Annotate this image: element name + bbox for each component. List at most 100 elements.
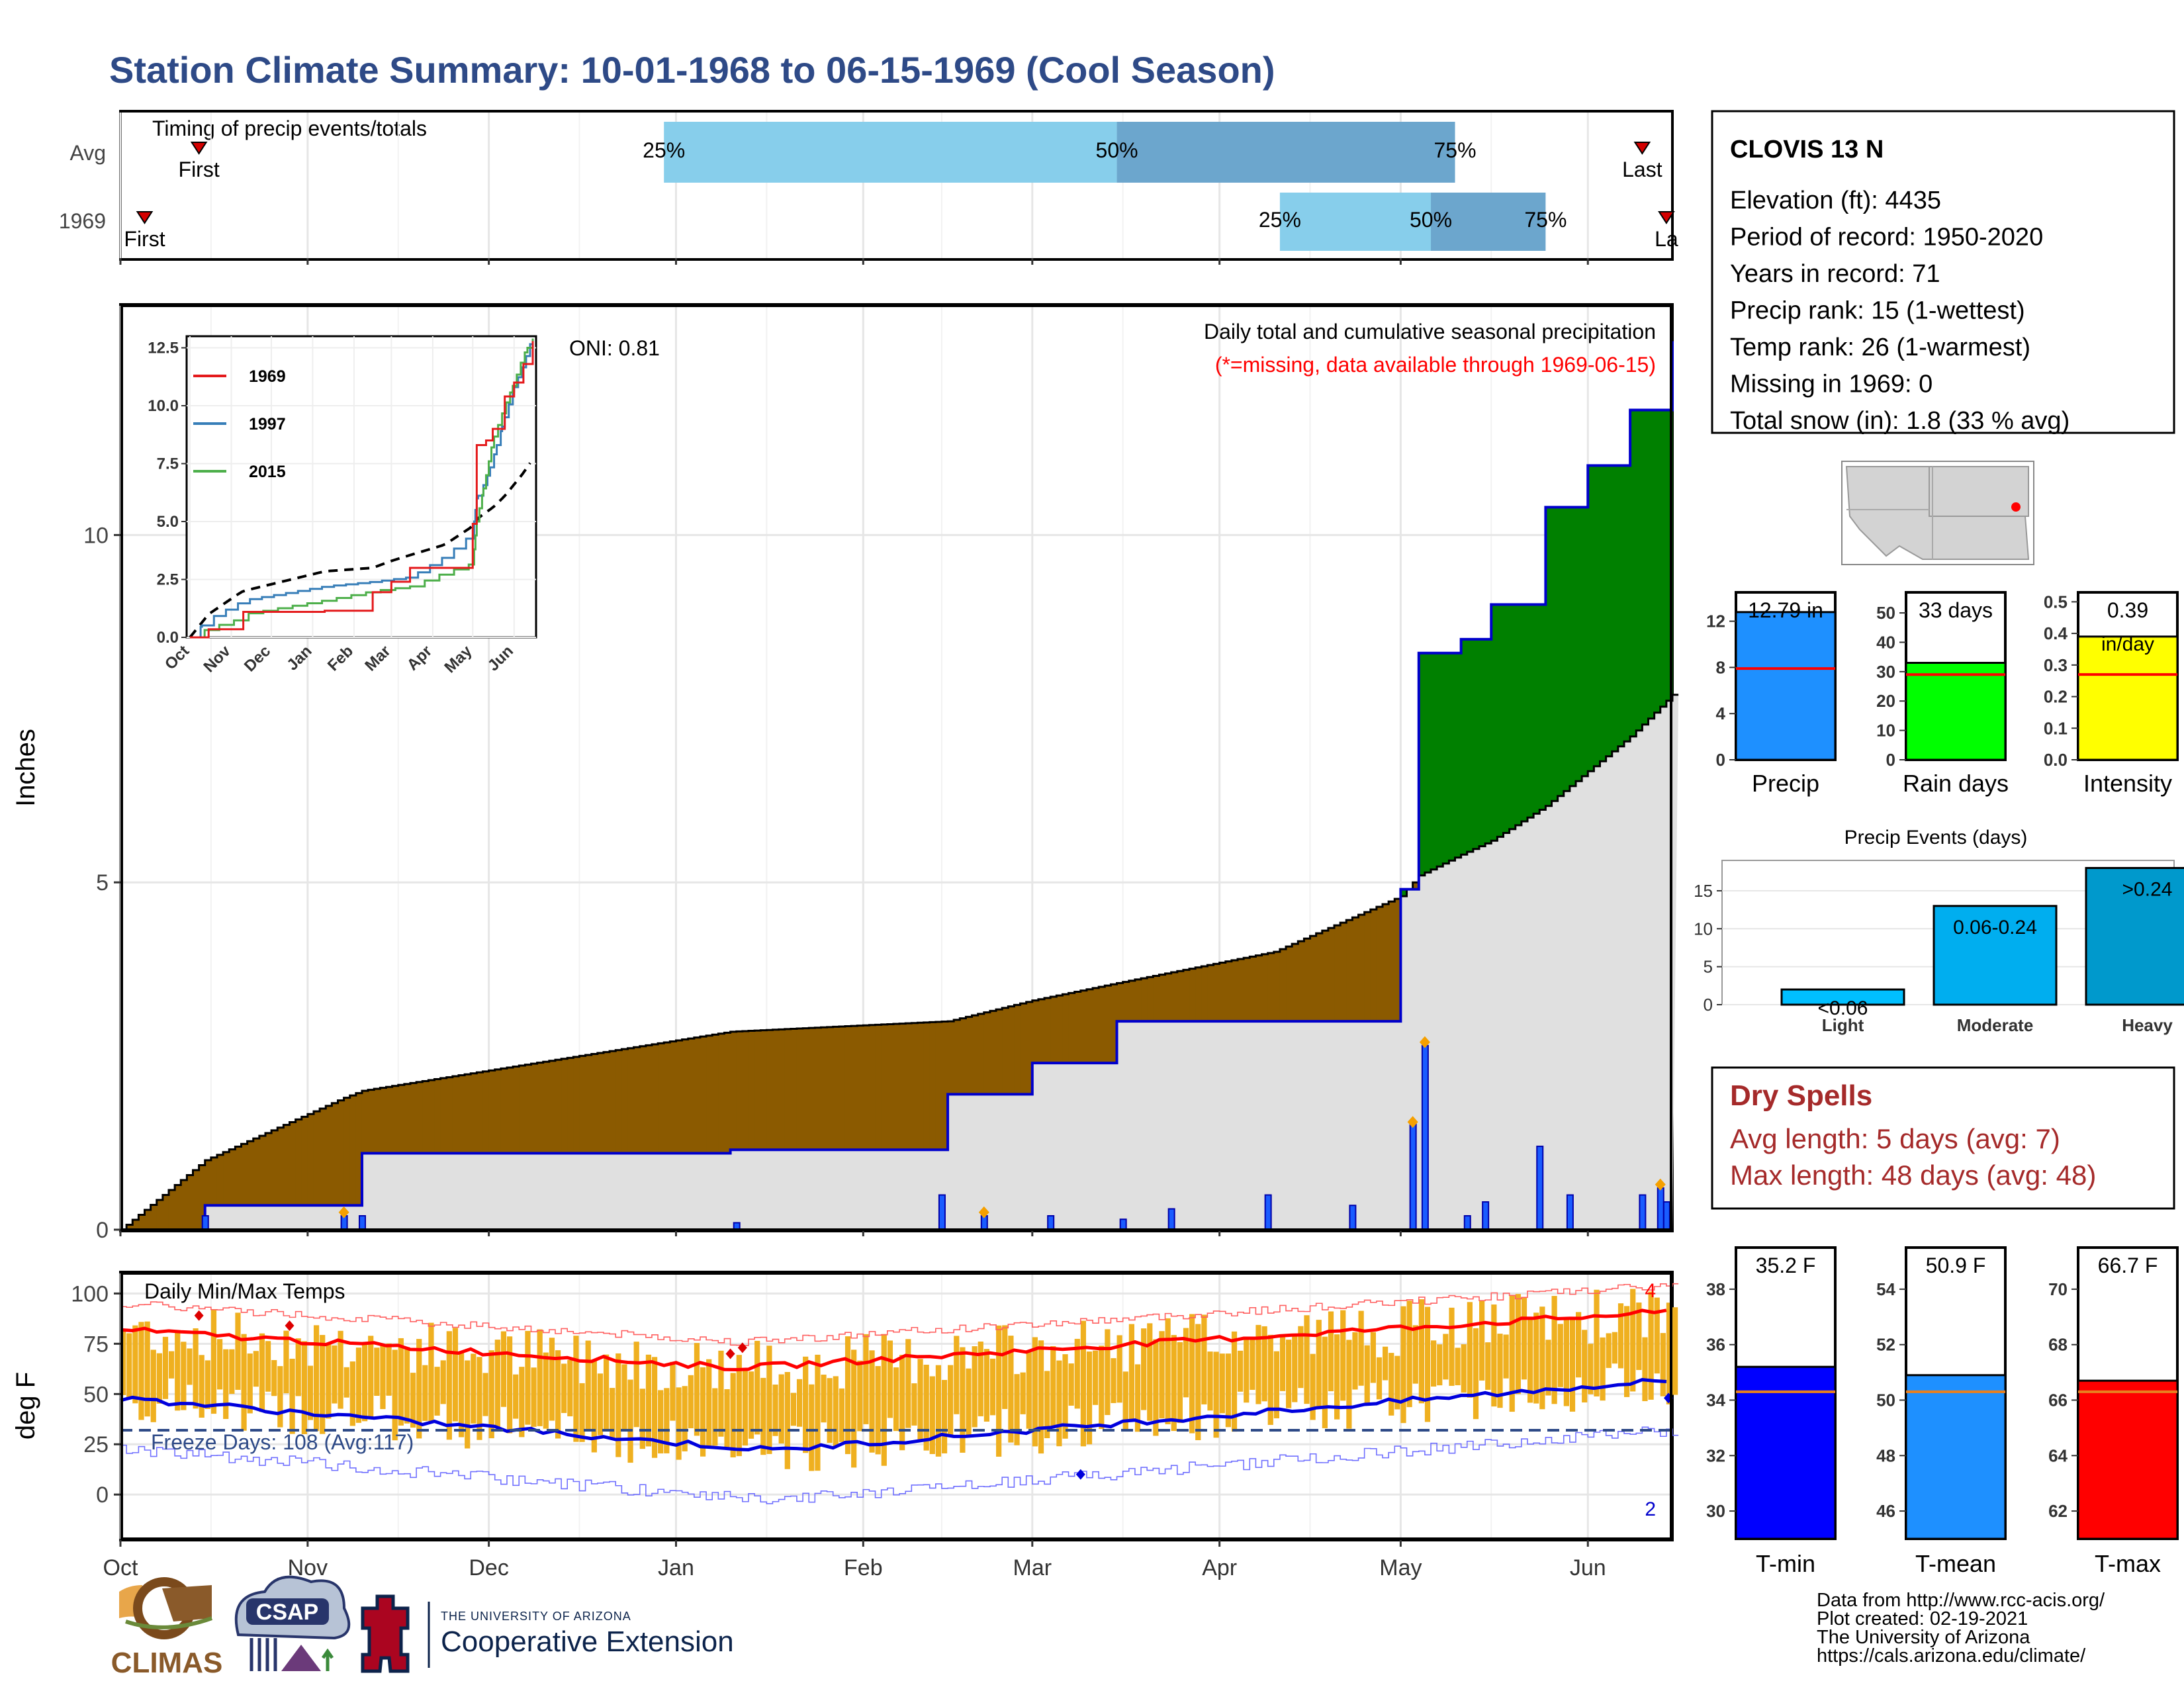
daily-temp-bar	[1509, 1295, 1515, 1412]
summary-bar-value: 50.9 F	[1926, 1254, 1986, 1277]
summary-bar-tick-label: 54	[1876, 1279, 1895, 1299]
summary-bar-tick-label: 38	[1706, 1279, 1725, 1299]
below-average-area	[1298, 941, 1305, 1022]
daily-temp-bar	[488, 1350, 494, 1439]
station-info-line: Years in record: 71	[1730, 260, 1940, 288]
below-average-area	[1267, 952, 1275, 1022]
daily-temp-bar	[803, 1356, 809, 1453]
timing-label-50: 50%	[1410, 208, 1452, 232]
inset-frame	[185, 335, 537, 639]
below-average-area	[1068, 993, 1075, 1064]
daily-temp-bar	[1267, 1334, 1273, 1425]
daily-temp-bar	[428, 1322, 434, 1422]
below-average-area	[815, 1027, 822, 1150]
timing-label-50: 50%	[1096, 138, 1138, 162]
dry-spells-max: Max length: 48 days (avg: 48)	[1730, 1160, 2096, 1191]
daily-temp-bar	[778, 1374, 784, 1444]
below-average-area	[833, 1027, 840, 1150]
daily-temp-bar	[259, 1333, 265, 1412]
daily-precip-bar	[1047, 1215, 1055, 1231]
temp-content	[120, 1283, 1679, 1504]
daily-temp-bar	[1026, 1352, 1032, 1429]
temp-y-ticks: 0 25 50 75 100	[71, 1281, 120, 1508]
below-average-area	[796, 1028, 803, 1150]
daily-precip-bar	[1463, 1215, 1471, 1231]
below-average-area	[494, 1069, 502, 1154]
daily-temp-bar	[724, 1389, 730, 1449]
daily-temp-bar	[1461, 1344, 1467, 1393]
below-average-area	[610, 1051, 616, 1154]
daily-temp-bar	[1400, 1306, 1406, 1424]
daily-temp-bar	[639, 1389, 645, 1449]
temp-y-tick-label: 25	[83, 1432, 109, 1457]
below-average-area	[374, 1089, 381, 1154]
below-average-area	[1111, 984, 1118, 1064]
below-average-area	[1219, 962, 1226, 1022]
temp-frame-top	[120, 1272, 1672, 1540]
below-average-area	[1346, 920, 1353, 1022]
record-low-count: 2	[1645, 1498, 1656, 1520]
events-y-tick-label: 5	[1704, 957, 1713, 977]
daily-temp-bar	[1219, 1353, 1225, 1414]
below-average-area	[1093, 987, 1099, 1064]
daily-temp-bar	[1370, 1332, 1376, 1383]
daily-temp-bar	[458, 1351, 465, 1438]
x-month-label: Feb	[844, 1555, 883, 1580]
daily-temp-bar	[494, 1340, 500, 1429]
below-average-area	[573, 1056, 580, 1154]
daily-temp-bar	[156, 1353, 162, 1404]
below-average-area	[989, 1011, 997, 1095]
daily-temp-bar	[1569, 1318, 1576, 1412]
daily-temp-bar	[349, 1361, 355, 1426]
below-average-area	[210, 1157, 218, 1206]
below-average-area	[1044, 997, 1051, 1064]
below-average-area	[561, 1058, 568, 1154]
summary-bar-tick-label: 0	[1716, 750, 1725, 770]
daily-temp-bar	[265, 1341, 271, 1392]
footer-line-3: The University of Arizona	[1817, 1627, 2030, 1648]
daily-temp-bar	[162, 1336, 169, 1399]
daily-temp-bar	[210, 1309, 217, 1414]
below-average-area	[1388, 901, 1395, 1022]
below-average-area	[144, 1210, 152, 1230]
below-average-area	[881, 1024, 888, 1150]
daily-temp-bar	[869, 1350, 875, 1453]
daily-temp-bar	[760, 1377, 766, 1455]
below-average-area	[905, 1023, 912, 1150]
daily-temp-bar	[615, 1353, 621, 1457]
below-average-area	[301, 1117, 308, 1206]
x-month-label: Mar	[1013, 1555, 1052, 1580]
daily-temp-bar	[610, 1388, 615, 1438]
daily-temp-bar	[966, 1368, 972, 1436]
below-average-area	[283, 1124, 291, 1206]
missing-note: (*=missing, data available through 1969-…	[1215, 353, 1656, 377]
below-average-area	[827, 1027, 834, 1150]
below-average-area	[500, 1068, 508, 1154]
below-average-area	[651, 1044, 659, 1154]
inset-y-tick-label: 0.0	[157, 629, 179, 647]
below-average-area	[893, 1024, 900, 1150]
below-average-area	[960, 1018, 967, 1095]
summary-bar-tick-label: 64	[2048, 1445, 2068, 1465]
below-average-area	[1195, 967, 1202, 1022]
below-average-area	[688, 1038, 695, 1154]
daily-precip-bar	[1421, 1044, 1429, 1230]
locator-map	[1841, 461, 2034, 565]
daily-temp-bar	[1376, 1357, 1383, 1400]
below-average-area	[465, 1074, 471, 1154]
daily-temp-bar	[996, 1325, 1002, 1457]
record-high-marker	[285, 1320, 295, 1331]
daily-temp-bar	[1244, 1338, 1250, 1403]
daily-temp-bar	[295, 1338, 301, 1396]
map-borders	[1846, 467, 1933, 559]
above-average-area	[1461, 639, 1468, 855]
summary-bar-tick-label: 4	[1716, 704, 1726, 723]
daily-temp-bar	[1491, 1304, 1497, 1407]
daily-temp-bar	[332, 1345, 338, 1404]
below-average-area	[803, 1028, 809, 1150]
summary-bar-tick-label: 0.5	[2044, 592, 2068, 612]
above-average-area	[1545, 507, 1553, 806]
daily-temp-bar	[1080, 1320, 1087, 1447]
daily-temp-bar	[627, 1379, 633, 1463]
